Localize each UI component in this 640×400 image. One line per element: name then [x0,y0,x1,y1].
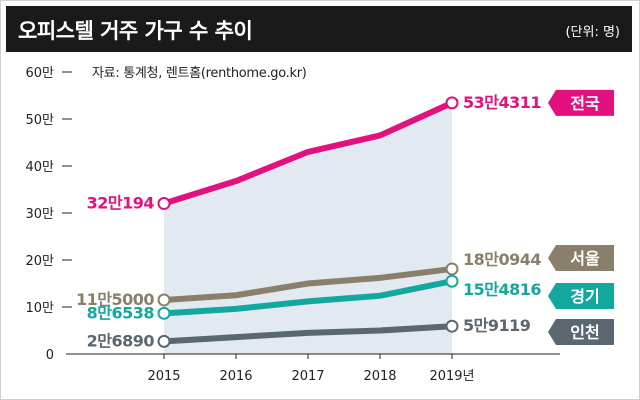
x-tick-label: 2015 [147,369,180,384]
x-tick-label: 2019년 [429,369,474,384]
series-tag-label-national: 전국 [570,94,600,113]
series-line-gyeonggi [161,278,455,317]
series-tag-label-seoul: 서울 [570,249,600,268]
y-tick-label: 20만 [25,254,54,269]
national-area-fill [164,102,452,354]
series-tag-label-gyeonggi: 경기 [570,287,599,306]
data-point-seoul [157,293,171,307]
y-tick-label: 30만 [25,207,54,222]
data-point-national [445,96,459,110]
end-value-label-national: 53만4311 [463,93,541,112]
data-point-national [157,197,171,211]
y-tick-label: 60만 [25,66,54,81]
end-value-label-incheon: 5만9119 [463,316,531,335]
start-value-label-seoul: 11만5000 [76,290,154,309]
chart-header: 오피스텔 거주 가구 수 추이 (단위: 명) [6,6,632,52]
series-line-incheon [161,323,455,345]
series-tag-seoul [548,245,614,271]
start-value-label-gyeonggi: 8만6538 [87,303,155,322]
y-tick-label: 0 [46,348,54,363]
unit-label: (단위: 명) [565,25,620,40]
series-tag-national [548,89,614,116]
data-point-incheon [157,334,171,348]
series-tag-label-incheon: 인천 [570,323,599,342]
start-value-label-national: 32만194 [87,194,155,213]
y-tick-label: 40만 [25,160,54,175]
data-point-incheon [445,319,459,333]
end-value-label-gyeonggi: 15만4816 [463,280,541,299]
series-tag-incheon [548,319,614,345]
start-value-label-incheon: 2만6890 [87,331,155,350]
x-tick-label: 2016 [219,369,252,384]
y-tick-label: 50만 [25,113,54,128]
end-value-label-seoul: 18만0944 [463,250,541,269]
source-note: 자료: 통계청, 렌트홈(renthome.go.kr) [92,66,307,81]
series-line-national [161,99,455,207]
data-point-seoul [445,262,459,276]
x-tick-label: 2018 [363,369,396,384]
data-point-gyeonggi [157,306,171,320]
series-line-seoul [161,265,455,303]
data-point-gyeonggi [445,274,459,288]
y-tick-label: 10만 [25,301,54,316]
series-tag-gyeonggi [548,283,614,309]
x-tick-label: 2017 [291,369,324,384]
chart-title: 오피스텔 거주 가구 수 추이 [18,19,253,43]
